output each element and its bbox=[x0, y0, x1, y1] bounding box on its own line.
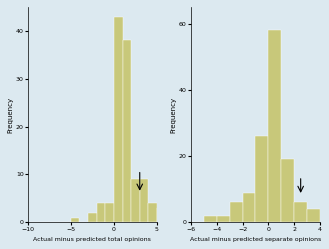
Bar bbox=[140, 179, 148, 222]
Bar bbox=[122, 40, 131, 222]
Bar bbox=[71, 218, 79, 222]
Bar bbox=[255, 136, 268, 222]
Bar bbox=[242, 192, 255, 222]
Bar bbox=[131, 179, 140, 222]
Y-axis label: Frequency: Frequency bbox=[170, 97, 176, 133]
Bar bbox=[217, 216, 230, 222]
Bar bbox=[204, 216, 217, 222]
Bar bbox=[157, 208, 165, 222]
X-axis label: Actual minus predicted total opinions: Actual minus predicted total opinions bbox=[34, 237, 151, 242]
Bar bbox=[88, 213, 97, 222]
Bar bbox=[281, 159, 294, 222]
Bar bbox=[230, 202, 242, 222]
Bar bbox=[97, 203, 105, 222]
Bar bbox=[114, 16, 122, 222]
Bar bbox=[307, 209, 320, 222]
Y-axis label: Frequency: Frequency bbox=[7, 97, 13, 133]
Bar bbox=[148, 203, 157, 222]
Bar bbox=[268, 30, 281, 222]
Bar bbox=[294, 202, 307, 222]
Bar bbox=[105, 203, 114, 222]
X-axis label: Actual minus predicted separate opinions: Actual minus predicted separate opinions bbox=[190, 237, 321, 242]
